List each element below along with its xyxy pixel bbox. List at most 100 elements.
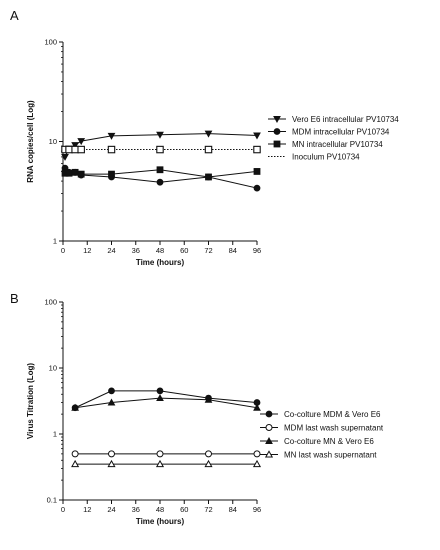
data-point (155, 459, 165, 468)
x-tick-label: 96 (253, 246, 261, 255)
data-point (204, 145, 213, 154)
x-tick-label: 24 (107, 246, 115, 255)
legend-item: Inoculum PV10734 (268, 152, 360, 161)
x-tick-label: 24 (107, 505, 115, 514)
series-line (64, 133, 258, 158)
x-tick-label: 60 (180, 246, 188, 255)
data-point (108, 450, 115, 458)
legend-marker (273, 128, 281, 135)
data-point (71, 168, 79, 176)
y-tick-label: 0.1 (47, 496, 57, 505)
series-3 (61, 166, 261, 181)
data-point (156, 450, 164, 458)
legend-label: Vero E6 intracellular PV10734 (292, 115, 399, 124)
x-tick-label: 0 (61, 246, 65, 255)
data-point (107, 132, 116, 140)
legend-label: MDM intracellular PV10734 (292, 127, 390, 136)
legend-item: Co-colture MDM & Vero E6 (260, 410, 381, 419)
data-point (61, 153, 69, 161)
data-point (253, 184, 261, 192)
legend-item: MDM last wash supernatant (260, 423, 384, 432)
data-point (253, 450, 261, 458)
data-point (156, 166, 164, 174)
data-point (253, 145, 261, 154)
x-tick-label: 96 (253, 505, 261, 514)
data-point (71, 145, 79, 154)
legend-label: MN last wash supernatant (284, 450, 377, 459)
series-4 (61, 145, 261, 154)
legend-item: MN last wash supernatant (260, 450, 377, 459)
data-point (156, 387, 164, 395)
series-1 (71, 387, 261, 412)
x-tick-label: 84 (229, 246, 237, 255)
data-point (108, 387, 115, 395)
legend-marker (273, 140, 281, 148)
x-tick-label: 84 (229, 505, 237, 514)
legend-label: MN intracellular PV10734 (292, 140, 383, 149)
y-axis-title: Virus Titration (Log) (26, 363, 35, 439)
x-tick-label: 72 (204, 505, 212, 514)
series-3 (71, 394, 261, 411)
y-tick-label: 1 (53, 430, 57, 439)
data-point (204, 130, 213, 138)
y-tick-label: 100 (44, 298, 57, 307)
data-point (156, 145, 164, 154)
x-tick-label: 36 (132, 505, 140, 514)
data-point (77, 170, 85, 178)
series-line (74, 390, 258, 409)
y-axis-title: RNA copies/cell (Log) (26, 100, 35, 183)
panel-b: B 0.1 1 10 100 0 12 24 36 48 60 72 84 96 Time (hours) V… (10, 291, 384, 526)
y-tick-label: 10 (49, 137, 57, 146)
legend-marker (265, 424, 273, 431)
series-1 (61, 130, 261, 161)
data-point (65, 145, 73, 154)
data-point (71, 403, 80, 411)
x-tick-label: 60 (180, 505, 188, 514)
data-point (71, 459, 80, 468)
data-point (71, 142, 80, 150)
legend-label: MDM last wash supernatant (284, 423, 384, 432)
x-tick-label: 12 (83, 505, 91, 514)
legend-label: Inoculum PV10734 (292, 152, 360, 161)
data-point (77, 138, 86, 146)
x-tick-label: 72 (204, 246, 212, 255)
series-4 (71, 459, 262, 468)
x-tick-label: 36 (132, 246, 140, 255)
data-point (204, 395, 213, 403)
x-tick-label: 48 (156, 246, 164, 255)
data-point (205, 450, 212, 458)
legend-marker (264, 450, 274, 458)
legend-marker (273, 116, 281, 124)
data-point (204, 459, 213, 468)
data-point (71, 450, 79, 458)
data-point (253, 168, 261, 175)
data-point (156, 394, 164, 402)
data-point (107, 145, 116, 154)
data-point (156, 178, 164, 186)
x-tick-label: 48 (156, 505, 164, 514)
x-axis-title: Time (hours) (136, 258, 185, 267)
legend-item: MDM intracellular PV10734 (268, 127, 390, 136)
data-point (65, 169, 73, 177)
legend-marker (265, 410, 273, 418)
x-tick-label: 0 (61, 505, 65, 514)
legend-label: Co-colture MDM & Vero E6 (284, 410, 381, 419)
x-tick-label: 12 (83, 246, 91, 255)
y-tick-label: 10 (49, 364, 57, 373)
data-point (252, 459, 262, 468)
y-tick-label: 1 (53, 237, 57, 246)
legend-item: MN intracellular PV10734 (268, 140, 383, 149)
data-point (253, 132, 261, 140)
legend-marker (265, 436, 273, 444)
data-point (253, 403, 261, 411)
data-point (77, 145, 85, 154)
panel-label: B (10, 291, 19, 306)
x-axis-title: Time (hours) (136, 517, 185, 526)
legend-item: Co-colture MN & Vero E6 (260, 437, 374, 446)
data-point (108, 170, 115, 178)
data-point (205, 173, 212, 181)
panel-a: A 1 10 100 0 12 24 36 48 60 72 84 96 Time (hours) RNA … (10, 8, 399, 267)
y-tick-label: 100 (44, 38, 57, 47)
series-2 (71, 450, 261, 458)
